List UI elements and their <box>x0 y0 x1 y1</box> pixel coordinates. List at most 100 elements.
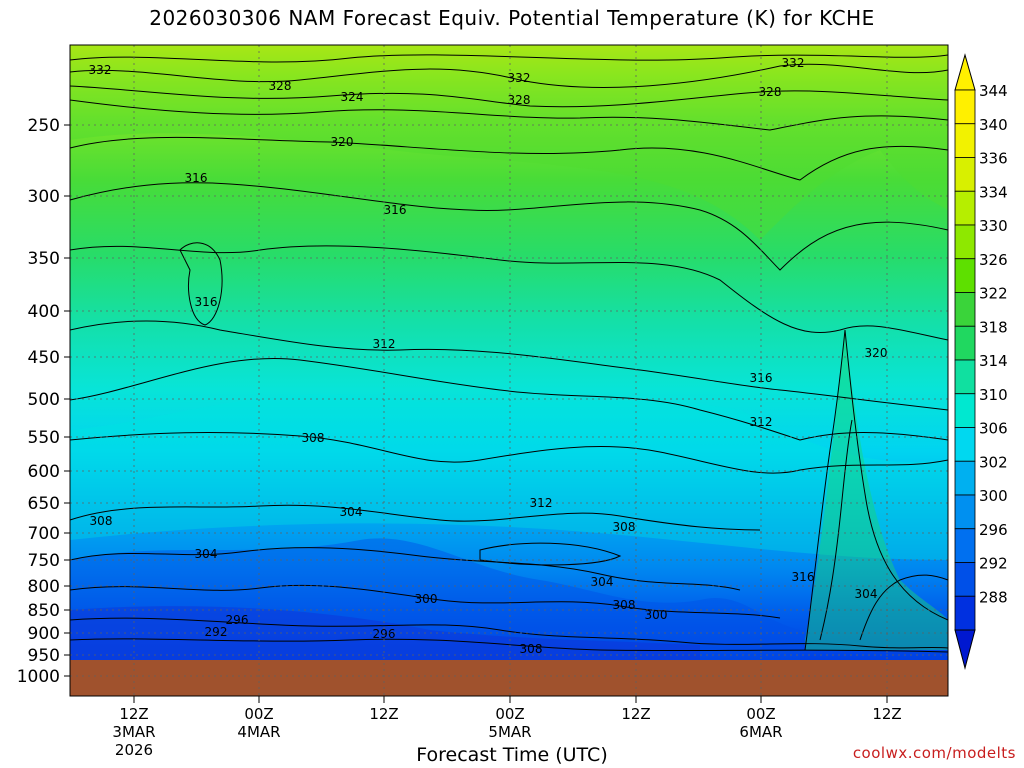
contour-label: 316 <box>792 570 815 584</box>
y-tick-label: 550 <box>28 428 60 448</box>
colorbar-tick-label: 322 <box>979 285 1008 303</box>
colorbar-top-arrow <box>954 53 976 91</box>
contour-label: 332 <box>508 71 531 85</box>
contour-line <box>479 542 622 566</box>
contour-label: 328 <box>759 85 782 99</box>
colorbar-tick-label: 318 <box>979 318 1008 336</box>
plot-frame <box>69 44 949 697</box>
colorbar-tick-label: 326 <box>979 251 1008 269</box>
colorbar-swatch <box>954 460 976 496</box>
contour-line <box>69 638 949 653</box>
y-tick-label: 600 <box>28 462 60 482</box>
contour-line <box>69 245 949 341</box>
contour-label: 312 <box>750 415 773 429</box>
contour-lines <box>69 54 949 653</box>
colorbar-tick-label: 336 <box>979 150 1008 168</box>
contour-label: 312 <box>530 496 553 510</box>
contour-line <box>69 617 949 649</box>
y-tick-label: 700 <box>28 524 60 544</box>
contour-label: 304 <box>340 505 363 519</box>
colorbar-swatch <box>954 157 976 192</box>
x-tick-label: 12Z <box>872 705 901 723</box>
contour-label: 300 <box>415 592 438 606</box>
y-tick-label: 650 <box>28 494 60 514</box>
colorbar-tick-label: 300 <box>979 487 1008 505</box>
contour-label: 308 <box>613 598 636 612</box>
contour-line <box>69 63 949 88</box>
contour-label: 300 <box>645 608 668 622</box>
contour-label: 328 <box>269 79 292 93</box>
contour-line <box>69 85 949 108</box>
colorbar-bottom-arrow <box>954 629 976 670</box>
contour-label: 316 <box>384 203 407 217</box>
chart-title: 2026030306 NAM Forecast Equiv. Potential… <box>149 6 875 30</box>
green-region <box>70 45 948 240</box>
ground <box>70 660 948 696</box>
contour-label: 332 <box>782 56 805 70</box>
colorbar-tick-label: 334 <box>979 183 1008 201</box>
contour-line <box>69 182 949 271</box>
contour-label: 328 <box>508 93 531 107</box>
contour-label: 308 <box>90 514 113 528</box>
colorbar-tick-label: 288 <box>979 588 1008 606</box>
contour-label: 316 <box>185 171 208 185</box>
contour-line <box>69 547 741 591</box>
contour-line <box>69 99 949 131</box>
colorbar-tick-label: 314 <box>979 352 1008 370</box>
deep-blue-region <box>70 606 700 660</box>
y-tick-label: 750 <box>28 551 60 571</box>
colorbar-tick-label: 344 <box>979 82 1008 100</box>
x-tick-label: 12Z <box>119 705 148 723</box>
contour-label: 308 <box>520 642 543 656</box>
x-tick-label: 5MAR <box>488 723 531 741</box>
contour-line <box>69 584 781 619</box>
plot-area <box>70 45 948 660</box>
contour-line <box>859 574 949 641</box>
colorbar-swatch <box>954 89 976 125</box>
contour-label: 304 <box>855 587 878 601</box>
colorbar-tick-label: 296 <box>979 521 1008 539</box>
x-tick-label: 00Z <box>495 705 524 723</box>
contour-label: 316 <box>195 295 218 309</box>
theta-e-field <box>70 45 948 660</box>
colorbar-tick-label: 306 <box>979 420 1008 438</box>
colorbar-swatch <box>954 123 976 158</box>
colorbar-tick-label: 302 <box>979 453 1008 471</box>
y-tick-label: 500 <box>28 390 60 410</box>
y-tick-label: 350 <box>28 249 60 269</box>
contour-line <box>69 320 949 411</box>
contour-line <box>819 419 853 641</box>
y-tick-label: 850 <box>28 601 60 621</box>
contour-line <box>179 242 223 326</box>
contour-line <box>69 136 949 181</box>
y-tick-label: 1000 <box>17 667 60 687</box>
colorbar-swatch <box>954 224 976 260</box>
colorbar-swatch <box>954 595 976 631</box>
plume-region <box>805 330 948 650</box>
y-tick-label: 250 <box>28 116 60 136</box>
x-tick-label: 00Z <box>746 705 775 723</box>
y-tick-label: 300 <box>28 187 60 207</box>
grid-lines <box>70 45 948 696</box>
colorbar-swatch <box>954 528 976 563</box>
colorbar-tick-label: 292 <box>979 555 1008 573</box>
colorbar: 344 340 336 334 330 326 322 318 314 310 306 302 300 2… <box>954 53 1008 670</box>
y-tick-label: 400 <box>28 302 60 322</box>
contour-line <box>69 432 949 474</box>
x-tick-label: 6MAR <box>739 723 782 741</box>
contour-label: 304 <box>591 575 614 589</box>
contour-label: 308 <box>302 431 325 445</box>
colorbar-swatch <box>954 562 976 597</box>
colorbar-swatch <box>954 292 976 327</box>
colorbar-swatch <box>954 427 976 462</box>
colorbar-swatch <box>954 393 976 428</box>
colorbar-swatch <box>954 258 976 293</box>
colorbar-tick-label: 340 <box>979 116 1008 134</box>
contour-label: 304 <box>195 547 218 561</box>
contour-label: 320 <box>331 135 354 149</box>
contour-line <box>804 329 949 651</box>
contour-label: 320 <box>865 346 888 360</box>
colorbar-tick-label: 330 <box>979 217 1008 235</box>
